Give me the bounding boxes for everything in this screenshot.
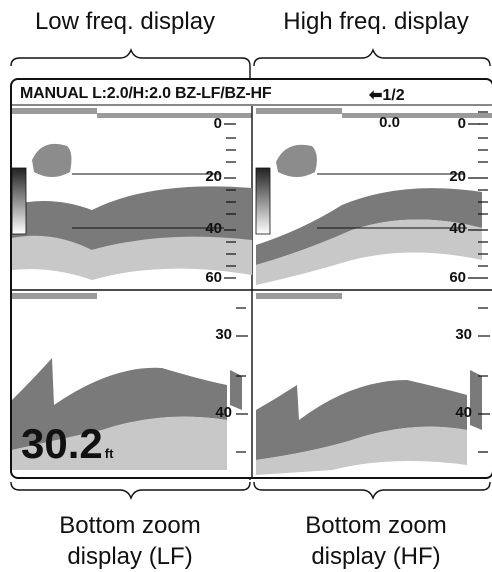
low-freq-caption: Low freq. display — [34, 8, 216, 35]
lf-color-bar — [12, 167, 27, 235]
bottom-right-brace — [253, 481, 491, 500]
hf-echo — [256, 144, 482, 285]
mode-status: MANUAL L:2.0/H:2.0 BZ-LF/BZ-HF — [20, 85, 272, 102]
echo-screen: MANUAL L:2.0/H:2.0 BZ-LF/BZ-HF ⬅1/2 0 20… — [10, 78, 492, 479]
bottom-left-brace — [10, 481, 251, 500]
bottom-zoom-hf-caption: Bottom zoom display (HF) — [262, 510, 490, 572]
lf-scale-60: 60 — [205, 269, 222, 286]
depth-unit: ft — [104, 446, 114, 461]
bottom-zoom-hf-line1: Bottom zoom — [305, 512, 447, 539]
top-right-brace — [253, 48, 491, 67]
page-indicator: ⬅1/2 — [369, 85, 405, 105]
hf-draft-value: 0.0 — [379, 114, 400, 131]
left-arrow-icon: ⬅ — [369, 87, 383, 104]
high-freq-caption: High freq. display — [283, 8, 469, 35]
lf-echo — [12, 143, 252, 280]
depth-value: 30.2 — [21, 420, 103, 467]
hf-zoom-scale-40: 40 — [455, 404, 472, 421]
hf-scale-0: 0 — [457, 115, 466, 132]
lf-zoom-echo — [12, 358, 242, 470]
top-left-brace — [10, 48, 251, 67]
lf-zoom-scale-40: 40 — [215, 404, 232, 421]
depth-readout: 30.2 ft — [21, 422, 113, 476]
bottom-zoom-lf-line1: Bottom zoom — [59, 512, 201, 539]
echo-graphics — [12, 104, 492, 477]
hf-color-bar — [255, 167, 271, 235]
bottom-zoom-lf-caption: Bottom zoom display (LF) — [20, 510, 240, 572]
hf-scale-20: 20 — [449, 168, 466, 185]
lf-scale-40: 40 — [205, 220, 222, 237]
page-number: 1/2 — [382, 87, 405, 104]
lf-scale-20: 20 — [205, 168, 222, 185]
hf-scale-40: 40 — [449, 220, 466, 237]
hf-scale-60: 60 — [449, 269, 466, 286]
lf-scale-0: 0 — [213, 115, 222, 132]
lf-zoom-scale-30: 30 — [215, 326, 232, 343]
bottom-zoom-hf-line2: display (HF) — [311, 543, 441, 570]
hf-zoom-echo — [256, 370, 482, 475]
hf-zoom-scale-30: 30 — [455, 326, 472, 343]
bottom-zoom-lf-line2: display (LF) — [67, 543, 193, 570]
